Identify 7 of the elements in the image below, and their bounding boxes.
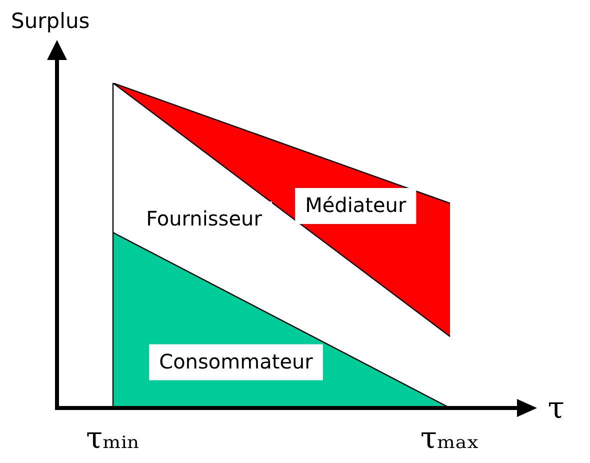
x-tick-label: τₘₐₓ (420, 420, 480, 456)
y-axis-title: Surplus (11, 9, 90, 33)
series-label: Médiateur (305, 193, 407, 218)
x-axis-title: τ (548, 390, 564, 426)
series-label: Consommateur (159, 350, 314, 374)
x-tick-label: τₘᵢₙ (86, 420, 140, 456)
series-label: Fournisseur (146, 206, 263, 231)
